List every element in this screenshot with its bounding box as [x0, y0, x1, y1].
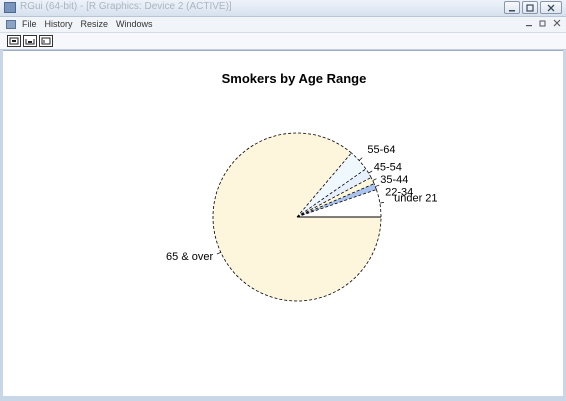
pie-slice-edge: [296, 152, 352, 218]
toolbar: [0, 33, 566, 50]
copy-bitmap-icon: [25, 39, 35, 45]
menu-history[interactable]: History: [44, 19, 73, 29]
minimize-icon: [509, 9, 515, 11]
pie-label: under 21: [394, 193, 437, 205]
minimize-button[interactable]: [504, 1, 520, 14]
pie-label-tick: [358, 157, 363, 161]
pie-label-tick: [379, 202, 385, 204]
r-app-icon[interactable]: [4, 2, 16, 13]
window-bottom-border: [0, 396, 566, 401]
pie-slice-edge: [296, 183, 375, 218]
close-icon: [553, 19, 561, 27]
pie-label: 65 & over: [166, 251, 213, 263]
pie-slice-border: [370, 177, 375, 184]
pie-label: 22-34: [385, 187, 413, 199]
menu-file[interactable]: File: [22, 19, 37, 29]
pie-label-tick: [375, 184, 380, 187]
print-button[interactable]: [39, 35, 53, 47]
pie-slice-border: [212, 132, 382, 302]
close-icon: [547, 4, 555, 11]
window-title: RGui (64-bit) - [R Graphics: Device 2 (A…: [20, 1, 232, 12]
menu-resize[interactable]: Resize: [80, 19, 109, 29]
pie-label: 35-44: [380, 174, 408, 186]
pie-label: 55-64: [367, 144, 395, 156]
print-icon: [41, 37, 51, 45]
child-restore-button[interactable]: [538, 18, 548, 30]
restore-icon: [539, 20, 546, 27]
pie-slice-edge: [296, 168, 367, 218]
copy-metafile-button[interactable]: [7, 35, 21, 47]
minimize-icon: [526, 25, 532, 27]
pie-slice-border: [373, 183, 377, 190]
pie-slice-55-64: [297, 152, 366, 217]
pie-label-tick: [216, 251, 221, 255]
title-bar: RGui (64-bit) - [R Graphics: Device 2 (A…: [0, 0, 566, 17]
chart-title: Smokers by Age Range: [222, 71, 367, 86]
graphics-device-canvas: Smokers by Age Range under 21 22-34 35-44 4…: [3, 50, 563, 397]
maximize-icon: [526, 3, 534, 12]
window-controls: [504, 1, 562, 14]
pie-slice-edge: [296, 189, 377, 218]
menu-bar: File History Resize Windows: [0, 17, 566, 33]
pie-label: 45-54: [374, 162, 402, 174]
maximize-button[interactable]: [522, 1, 538, 14]
document-window-icon[interactable]: [6, 20, 16, 29]
pie-chart: Smokers by Age Range under 2122-3435-444…: [166, 71, 438, 302]
menu-items: File History Resize Windows: [22, 19, 153, 29]
copy-metafile-icon: [9, 37, 19, 45]
close-button[interactable]: [540, 1, 562, 14]
pie-slice-edge: [296, 177, 372, 218]
child-close-button[interactable]: [552, 18, 562, 30]
copy-bitmap-button[interactable]: [23, 35, 37, 47]
pie-label-tick: [372, 178, 377, 181]
child-window-controls: [524, 18, 562, 30]
pie-slice-45-54: [297, 168, 372, 217]
menu-windows[interactable]: Windows: [116, 19, 153, 29]
pie-slices: [212, 132, 382, 302]
pie-label-tick: [368, 170, 373, 174]
child-minimize-button[interactable]: [524, 18, 534, 30]
